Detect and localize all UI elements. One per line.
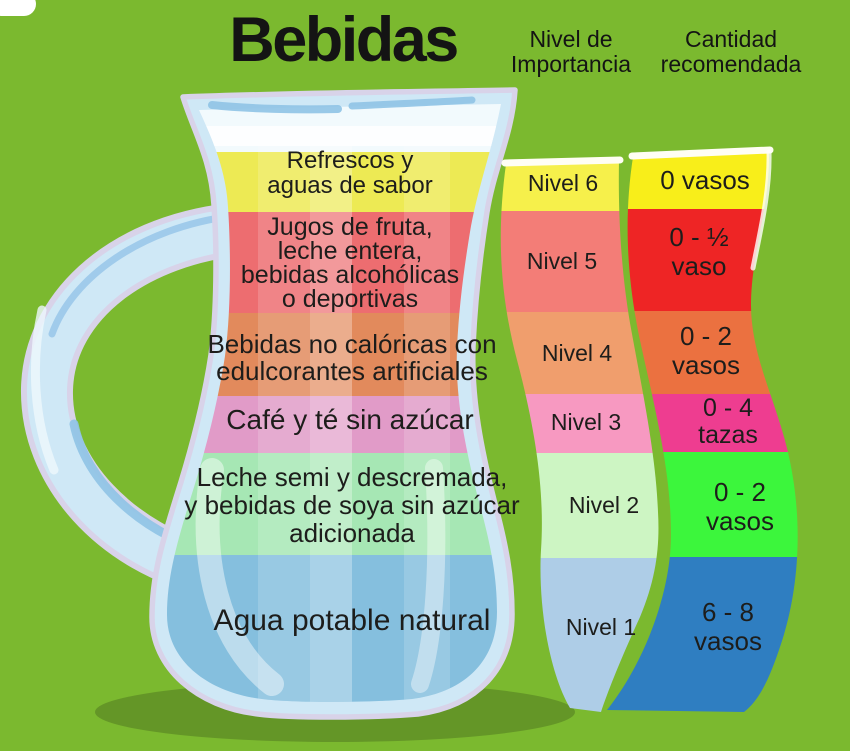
quantity-label-nivel-5: 0 - ½ vaso — [669, 222, 729, 281]
importance-label-nivel-5: Nivel 5 — [526, 248, 598, 274]
importance-label-nivel-4: Nivel 4 — [541, 340, 613, 366]
importance-label-nivel-3: Nivel 3 — [550, 409, 622, 435]
quantity-label-nivel-6: 0 vasos — [660, 165, 750, 195]
pitcher-band-level-1 — [167, 555, 501, 702]
handle-accent-top — [48, 212, 236, 338]
pitcher-band-label-nivel-6: Refrescos y aguas de sabor — [267, 147, 433, 199]
quantity-label-nivel-4: 0 - 2 vasos — [672, 321, 740, 380]
pitcher-band-label-nivel-2: Leche semi y descremada, y bebidas de so… — [184, 462, 520, 548]
pitcher-band-label-nivel-5: Jugos de fruta, leche entera, bebidas al… — [240, 213, 460, 313]
pitcher-band-label-nivel-1: Agua potable natural — [213, 604, 491, 637]
quantity-label-nivel-2: 0 - 2 vasos — [706, 477, 774, 536]
bowl-highlight-right — [411, 459, 446, 693]
pitcher-rim-highlight — [167, 126, 501, 146]
ribbon-side-edge — [750, 149, 772, 271]
ribbon-top-edge — [628, 146, 774, 160]
glass-streak — [258, 140, 310, 702]
corner-artifact — [0, 0, 36, 16]
glass-streak — [310, 140, 352, 702]
glass-streak — [404, 140, 450, 702]
page-title: Bebidas — [229, 5, 459, 75]
pitcher-handle — [20, 203, 249, 597]
importance-label-nivel-2: Nivel 2 — [568, 492, 640, 518]
quantity-label-nivel-3: 0 - 4 tazas — [698, 394, 758, 449]
rim-accent-left — [208, 101, 342, 114]
importance-label-nivel-6: Nivel 6 — [527, 170, 599, 196]
ribbon-top-edge — [501, 156, 624, 167]
pitcher-band-label-nivel-4: Bebidas no calóricas con edulcorantes ar… — [207, 329, 497, 386]
bowl-highlight-left — [195, 458, 284, 696]
importance-column-header: Nivel de Importancia — [510, 26, 632, 77]
handle-highlight — [30, 305, 59, 475]
pitcher-band-label-nivel-3: Café y té sin azúcar — [226, 404, 474, 435]
quantity-column-header: Cantidad recomendada — [660, 26, 802, 77]
quantity-label-nivel-1: 6 - 8 vasos — [694, 597, 762, 656]
importance-label-nivel-1: Nivel 1 — [565, 614, 637, 640]
rim-accent-right — [348, 96, 476, 110]
pitcher-band-level-2 — [167, 453, 501, 555]
pitcher-band-level-3 — [167, 396, 501, 453]
